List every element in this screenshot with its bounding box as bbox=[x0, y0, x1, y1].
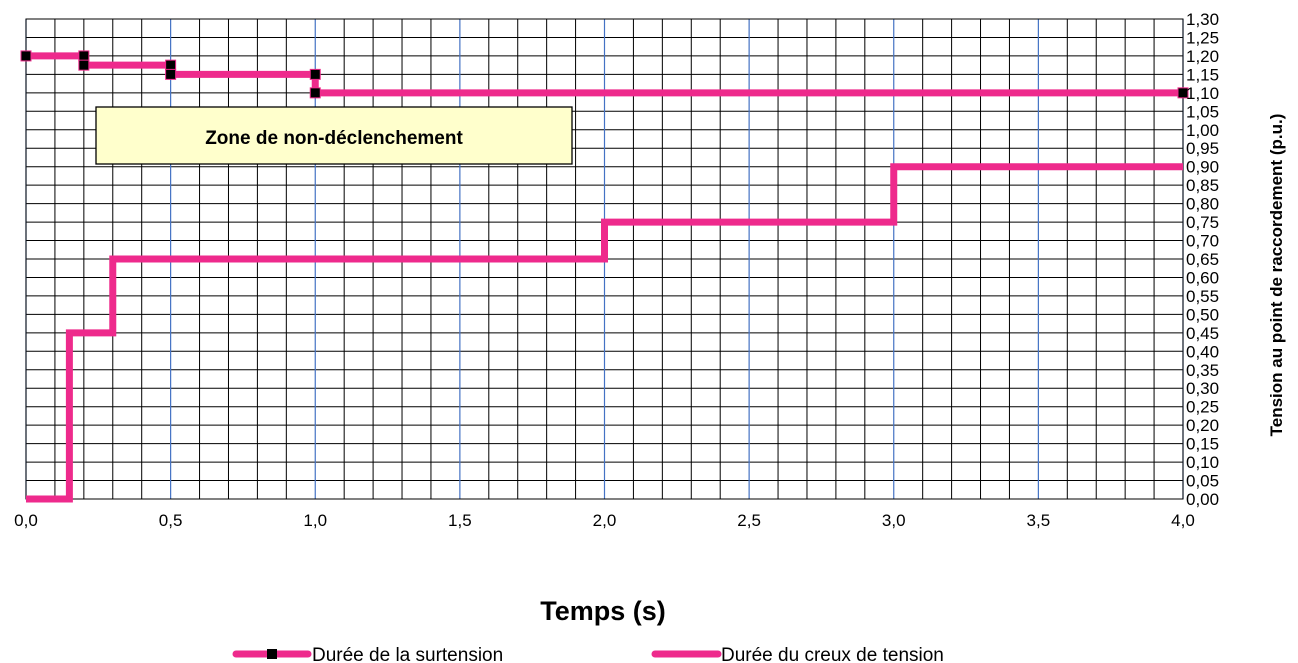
series-marker-0 bbox=[309, 87, 321, 99]
x-axis-label: Temps (s) bbox=[540, 596, 666, 626]
x-tick-label: 1,5 bbox=[448, 511, 472, 530]
plot-area-border bbox=[25, 18, 1184, 500]
y-tick-label: 0,95 bbox=[1186, 139, 1219, 158]
y-tick-label: 0,00 bbox=[1186, 490, 1219, 509]
y-tick-label: 0,55 bbox=[1186, 287, 1219, 306]
legend-marker-surtension bbox=[267, 649, 277, 659]
y-tick-label: 0,20 bbox=[1186, 416, 1219, 435]
x-tick-label: 0,5 bbox=[159, 511, 183, 530]
y-tick-label: 0,30 bbox=[1186, 379, 1219, 398]
series-layer bbox=[20, 50, 1189, 503]
x-tick-label: 3,5 bbox=[1027, 511, 1051, 530]
x-tick-label: 3,0 bbox=[882, 511, 906, 530]
y-tick-label: 1,25 bbox=[1186, 28, 1219, 47]
y-tick-label: 1,20 bbox=[1186, 47, 1219, 66]
x-tick-label: 1,0 bbox=[303, 511, 327, 530]
y-tick-labels: 0,000,050,100,150,200,250,300,350,400,45… bbox=[1186, 10, 1219, 509]
y-axis-label: Tension au point de raccordement (p.u.) bbox=[1267, 114, 1286, 437]
y-tick-label: 0,85 bbox=[1186, 176, 1219, 195]
legend: Durée de la surtension Durée du creux de… bbox=[232, 645, 944, 663]
y-tick-label: 0,45 bbox=[1186, 324, 1219, 343]
annotation-text: Zone de non-déclenchement bbox=[205, 128, 463, 149]
y-tick-label: 1,05 bbox=[1186, 102, 1219, 121]
x-tick-label: 4,0 bbox=[1171, 511, 1195, 530]
y-tick-label: 0,25 bbox=[1186, 398, 1219, 417]
y-tick-label: 0,75 bbox=[1186, 213, 1219, 232]
y-tick-label: 1,00 bbox=[1186, 121, 1219, 140]
series-marker-0 bbox=[1177, 87, 1189, 99]
series-marker-0 bbox=[20, 50, 32, 62]
legend-item-creux: Durée du creux de tension bbox=[651, 645, 944, 663]
y-tick-label: 1,15 bbox=[1186, 65, 1219, 84]
y-tick-label: 0,15 bbox=[1186, 435, 1219, 454]
series-marker-0 bbox=[78, 59, 90, 71]
y-tick-label: 0,50 bbox=[1186, 305, 1219, 324]
y-tick-label: 1,10 bbox=[1186, 84, 1219, 103]
y-tick-label: 0,05 bbox=[1186, 472, 1219, 491]
y-tick-label: 0,80 bbox=[1186, 195, 1219, 214]
series-marker-0 bbox=[165, 68, 177, 80]
legend-label-creux: Durée du creux de tension bbox=[721, 645, 944, 663]
x-tick-label: 2,0 bbox=[593, 511, 617, 530]
y-tick-label: 0,40 bbox=[1186, 342, 1219, 361]
y-tick-label: 0,90 bbox=[1186, 158, 1219, 177]
x-tick-label: 2,5 bbox=[737, 511, 761, 530]
y-tick-label: 0,70 bbox=[1186, 232, 1219, 251]
legend-label-surtension: Durée de la surtension bbox=[312, 645, 503, 663]
series-marker-0 bbox=[78, 50, 90, 62]
y-tick-label: 0,10 bbox=[1186, 453, 1219, 472]
y-tick-label: 0,60 bbox=[1186, 268, 1219, 287]
x-tick-label: 0,0 bbox=[14, 511, 38, 530]
annotation-box: Zone de non-déclenchement bbox=[95, 106, 573, 165]
legend-item-surtension: Durée de la surtension bbox=[232, 645, 503, 663]
series-marker-0 bbox=[165, 59, 177, 71]
y-tick-label: 0,65 bbox=[1186, 250, 1219, 269]
x-tick-labels: 0,0 0,5 1,0 1,5 2,0 2,5 3,0 3,5 4,0 bbox=[14, 511, 1195, 530]
y-tick-label: 1,30 bbox=[1186, 10, 1219, 29]
series-marker-0 bbox=[309, 68, 321, 80]
series-line-1 bbox=[26, 163, 1183, 503]
y-tick-label: 0,35 bbox=[1186, 361, 1219, 380]
